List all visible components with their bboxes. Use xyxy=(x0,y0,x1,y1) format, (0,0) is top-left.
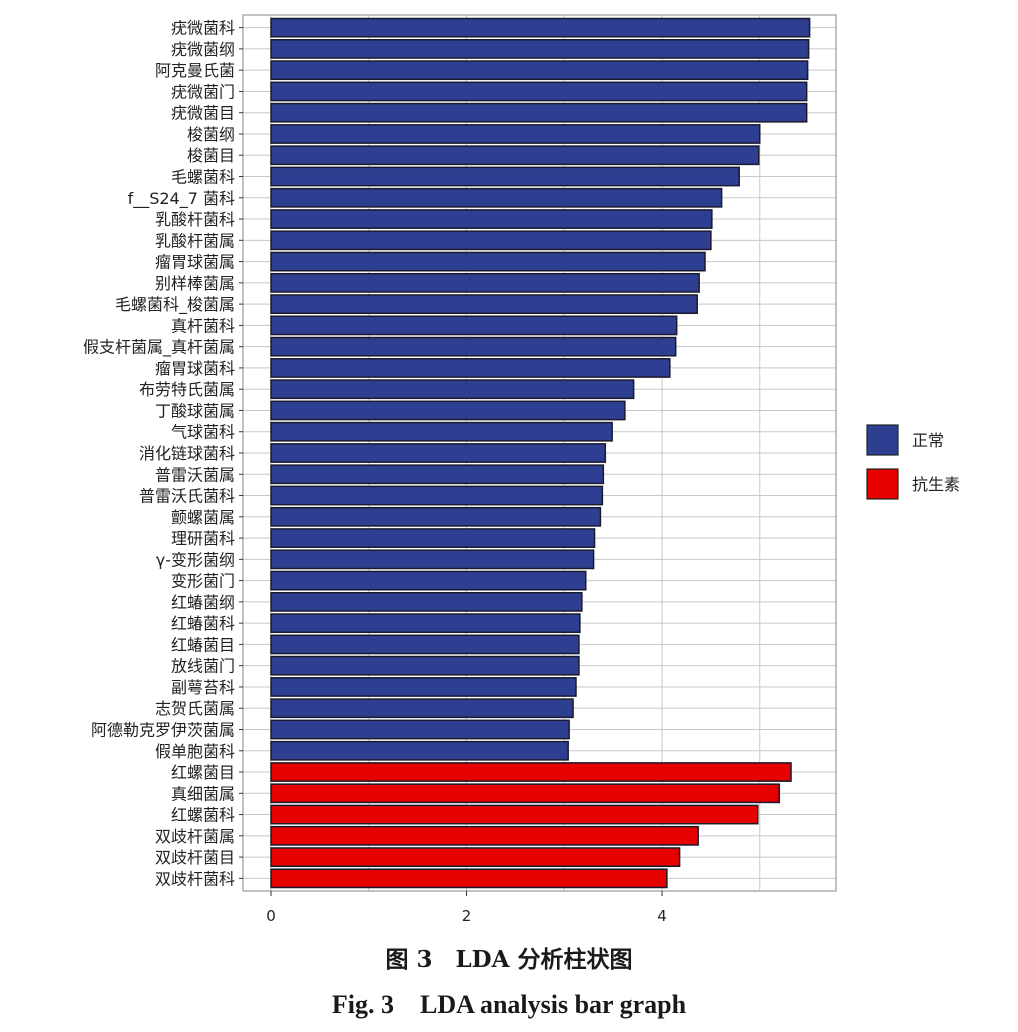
y-axis-label: 普雷沃氏菌科 xyxy=(139,487,235,506)
bar xyxy=(270,570,587,591)
bar xyxy=(270,81,808,102)
y-axis-label: 乳酸杆菌科 xyxy=(155,210,235,229)
bar xyxy=(270,60,809,81)
legend-swatch xyxy=(866,468,899,500)
y-axis-label: f__S24_7 菌科 xyxy=(128,189,235,209)
y-axis-label: γ-变形菌纲 xyxy=(156,550,235,569)
y-axis-label: 真细菌属 xyxy=(171,784,235,803)
bar xyxy=(270,740,569,761)
bar xyxy=(270,39,810,59)
bar xyxy=(270,804,759,825)
legend-swatch xyxy=(866,424,899,456)
bar xyxy=(270,719,570,740)
bar xyxy=(270,549,595,570)
y-axis-label: 梭菌目 xyxy=(187,146,235,165)
y-axis-label: 双歧杆菌属 xyxy=(155,827,235,846)
y-axis-label: 布劳特氏菌属 xyxy=(139,380,235,399)
y-axis-label: 变形菌门 xyxy=(171,572,235,591)
bars xyxy=(270,17,811,889)
y-axis-label: 梭菌纲 xyxy=(187,125,235,144)
legend-label: 正常 xyxy=(912,431,944,450)
bar xyxy=(270,591,583,612)
bar xyxy=(270,847,681,867)
y-axis-label: 毛螺菌科 xyxy=(171,168,235,187)
y-axis-label: 乳酸杆菌属 xyxy=(155,231,235,250)
y-axis-label: 双歧杆菌科 xyxy=(155,869,235,888)
x-tick-label: 2 xyxy=(462,907,472,925)
x-tick-label: 0 xyxy=(266,907,276,925)
y-axis-label: 放线菌门 xyxy=(171,657,235,676)
y-axis-label: 红螺菌科 xyxy=(171,806,235,825)
y-axis-label: 颤螺菌属 xyxy=(171,508,235,527)
bar xyxy=(270,209,713,229)
y-axis-label: 疣微菌纲 xyxy=(171,40,235,59)
y-axis-label: 疣微菌门 xyxy=(171,82,235,101)
legend-label: 抗生素 xyxy=(912,475,960,494)
bar xyxy=(270,485,604,506)
bar xyxy=(270,166,740,187)
x-tick-label: 4 xyxy=(657,907,667,925)
bar xyxy=(270,102,808,123)
y-axis-label: 双歧杆菌目 xyxy=(155,848,235,867)
y-axis-label: 瘤胃球菌属 xyxy=(155,253,235,272)
y-axis-label: 疣微菌目 xyxy=(171,104,235,123)
y-axis-label: 别样棒菌属 xyxy=(155,274,235,293)
bar xyxy=(270,124,761,144)
y-axis-label: 理研菌科 xyxy=(171,529,235,548)
y-axis-label: 阿德勒克罗伊茨菌属 xyxy=(91,720,235,739)
bar xyxy=(270,187,723,208)
bar xyxy=(270,825,699,846)
y-axis-label: 毛螺菌科_梭菌属 xyxy=(115,295,235,315)
bar xyxy=(270,251,706,272)
bar xyxy=(270,868,668,889)
y-axis-label: 红螺菌目 xyxy=(171,763,235,782)
y-axis-label: 普雷沃菌属 xyxy=(155,465,235,484)
bar xyxy=(270,272,700,293)
bar xyxy=(270,506,602,527)
bar xyxy=(270,358,671,378)
bar xyxy=(270,528,596,548)
bar xyxy=(270,315,678,336)
y-axis-label: 疣微菌科 xyxy=(171,19,235,38)
y-axis-label: 气球菌科 xyxy=(171,423,235,442)
y-axis-label: 消化链球菌科 xyxy=(139,444,235,463)
y-axis-label: 瘤胃球菌科 xyxy=(155,359,235,378)
bar xyxy=(270,294,698,315)
bar xyxy=(270,762,792,782)
bar xyxy=(270,379,635,400)
bar xyxy=(270,17,811,38)
caption-english: Fig. 3 LDA analysis bar graph xyxy=(331,990,687,1019)
caption-chinese: 图 3 LDA 分析柱状图 xyxy=(385,946,633,973)
bar xyxy=(270,677,577,697)
bar xyxy=(270,443,607,463)
bar xyxy=(270,698,574,719)
y-axis-label: 志贺氏菌属 xyxy=(155,699,235,718)
bar xyxy=(270,145,760,166)
y-axis-label: 真杆菌科 xyxy=(171,316,235,335)
bar xyxy=(270,634,580,655)
y-axis-label: 阿克曼氏菌 xyxy=(155,61,235,80)
y-axis-label: 假单胞菌科 xyxy=(155,742,235,761)
y-axis-label: 红蝽菌目 xyxy=(171,635,235,654)
bar xyxy=(270,464,605,485)
bar xyxy=(270,336,677,357)
y-axis-label: 假支杆菌属_真杆菌属 xyxy=(83,338,235,358)
bar xyxy=(270,783,781,804)
bar xyxy=(270,400,626,421)
y-axis-label: 红蝽菌纲 xyxy=(171,593,235,612)
bar xyxy=(270,421,613,442)
y-axis-label: 副萼苔科 xyxy=(171,678,235,697)
y-axis-label: 红蝽菌科 xyxy=(171,614,235,633)
bar xyxy=(270,655,580,676)
x-axis: 0 2 4 xyxy=(266,891,667,925)
bar xyxy=(270,230,712,251)
bar xyxy=(270,613,581,634)
y-axis-label: 丁酸球菌属 xyxy=(155,401,235,420)
